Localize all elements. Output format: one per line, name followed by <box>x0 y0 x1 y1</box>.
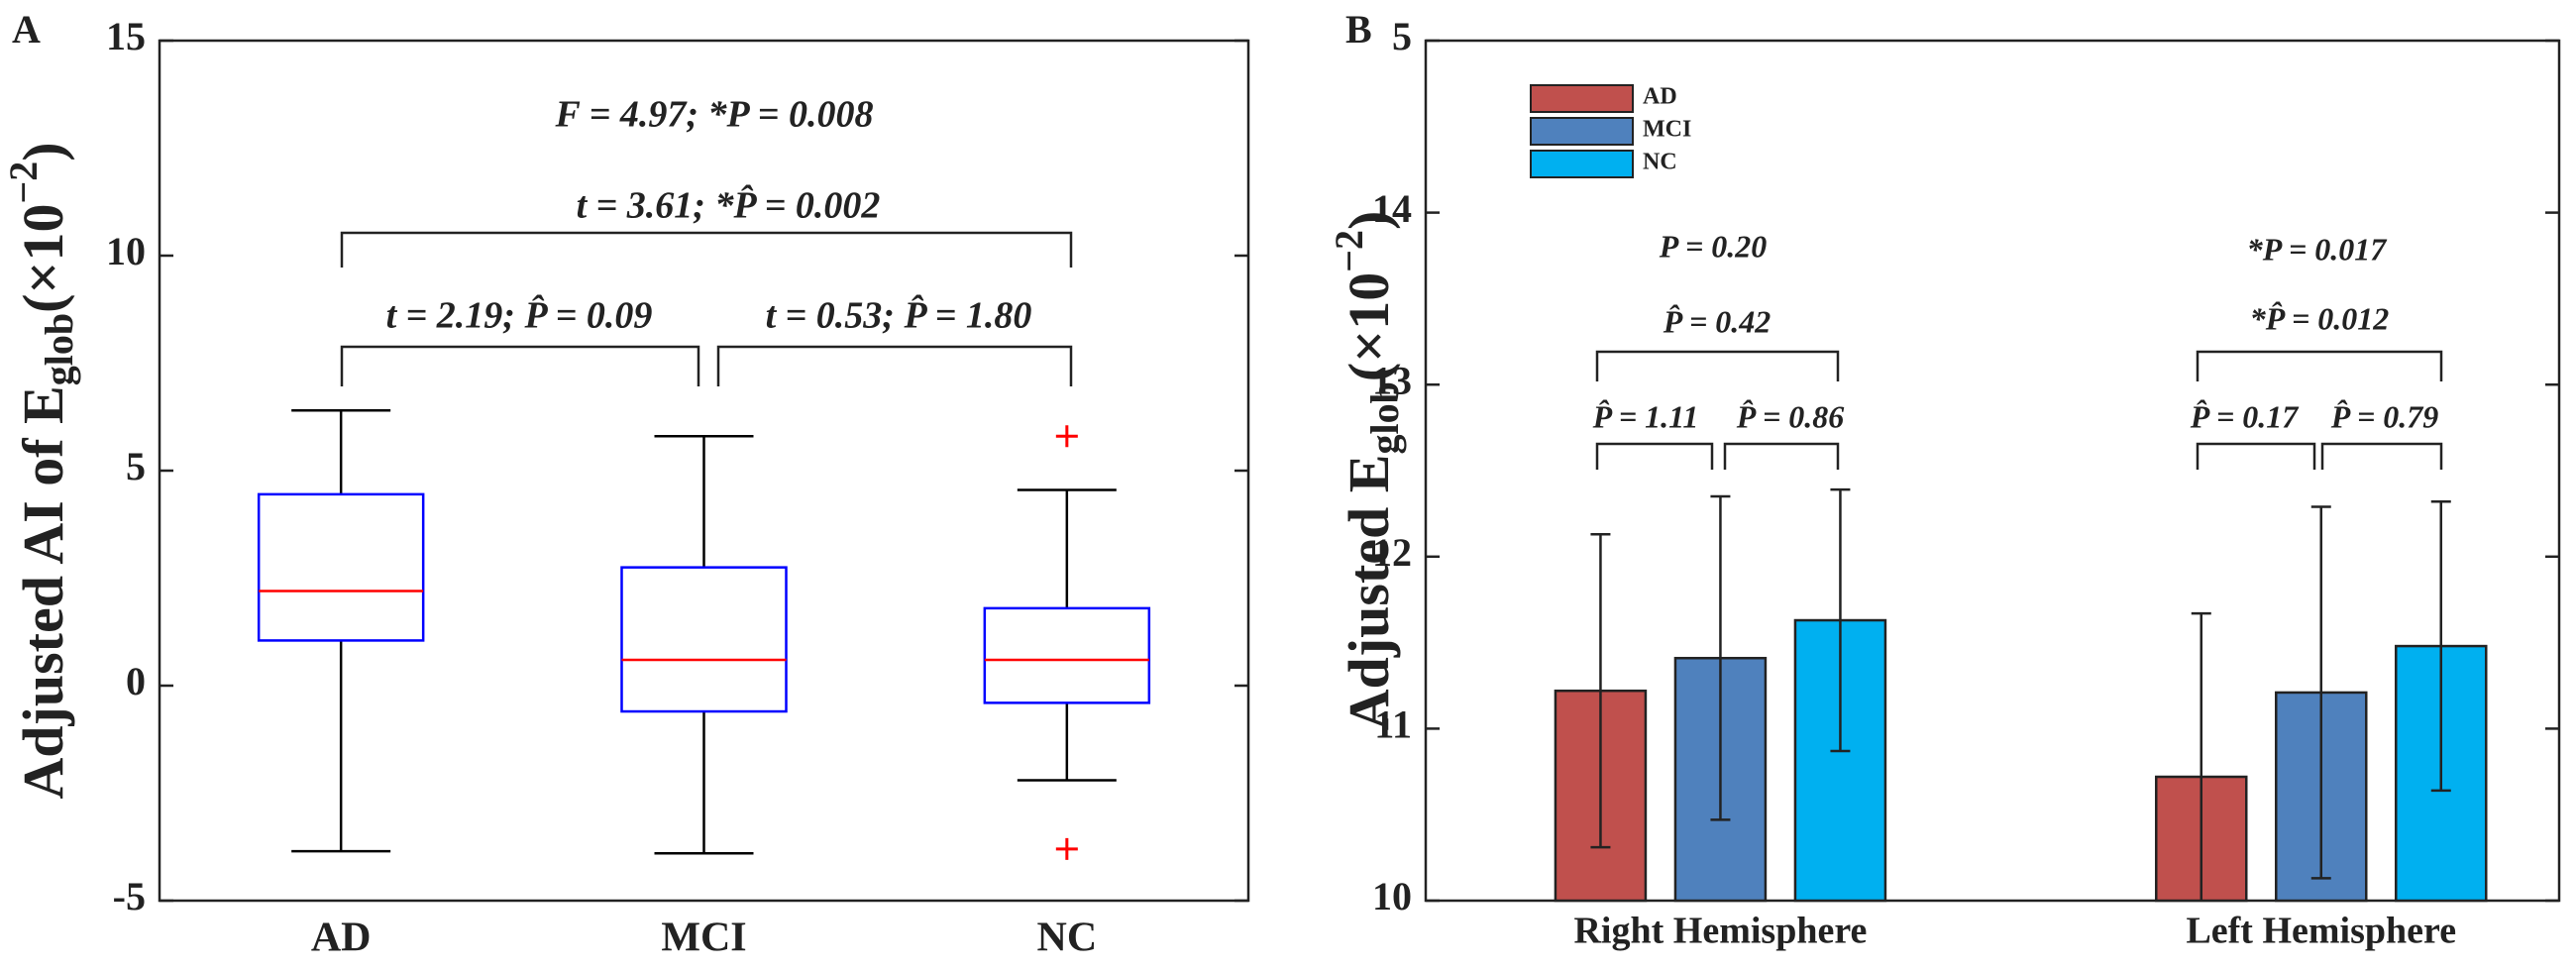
annotation: P = 0.20 <box>1659 228 1768 264</box>
box <box>620 566 788 713</box>
error-bar <box>2191 611 2211 901</box>
y-tick-label: 12 <box>1372 530 1412 575</box>
panel-label: A <box>12 7 41 52</box>
y-label-part: −2 <box>1 162 46 204</box>
y-label-part: Adjusted E <box>1337 455 1401 731</box>
x-tick-label: NC <box>1036 916 1097 961</box>
box <box>257 492 425 642</box>
y-axis-label: Adjusted AI of Eglob(×10−2) <box>1 142 81 799</box>
box <box>983 606 1151 704</box>
y-label-part: glob <box>37 313 81 385</box>
x-tick-label: AD <box>311 916 372 961</box>
y-label-part: Adjusted AI of E <box>11 385 75 799</box>
outlier <box>1055 425 1078 448</box>
x-tick-label: MCI <box>661 916 746 961</box>
y-label-part: (×10 <box>1337 272 1401 381</box>
significance-bracket <box>1595 442 1714 470</box>
y-tick-label: 10 <box>1372 874 1412 918</box>
plot-frame <box>1424 39 2561 903</box>
significance-bracket <box>716 345 1073 386</box>
y-tick-label: 14 <box>1372 186 1412 231</box>
y-tick-label: 5 <box>1392 14 1412 58</box>
annotation: *P = 0.017 <box>2247 231 2389 267</box>
y-label-part: ) <box>1337 211 1401 230</box>
panel-label: B <box>1345 7 1372 52</box>
error-bar <box>2310 505 2331 880</box>
y-tick-label: 11 <box>1374 702 1412 747</box>
significance-bracket <box>1595 350 1840 381</box>
legend-swatch <box>1530 150 1634 178</box>
significance-bracket <box>340 345 700 386</box>
error-bar <box>1830 487 1851 753</box>
significance-bracket <box>340 231 1073 268</box>
annotation: P̂ = 0.17 <box>2190 398 2301 434</box>
legend-swatch <box>1530 84 1634 113</box>
y-label-part: ) <box>11 142 75 161</box>
y-tick-label: -5 <box>113 874 146 918</box>
annotation: F = 4.97; *P = 0.008 <box>555 94 874 136</box>
annotation: P̂ = 0.86 <box>1736 398 1845 434</box>
annotation: t = 2.19; P̂ = 0.09 <box>386 294 653 336</box>
y-tick-label: 13 <box>1372 358 1412 402</box>
y-axis-label: Adjusted Eglob(×10−2) <box>1327 211 1407 731</box>
annotation: t = 3.61; *P̂ = 0.002 <box>577 184 881 226</box>
error-bar <box>2430 499 2451 793</box>
error-bar <box>1710 494 1731 821</box>
x-tick-label: Right Hemisphere <box>1573 911 1867 952</box>
significance-bracket <box>2196 442 2316 470</box>
legend-label: AD <box>1643 84 1677 110</box>
y-label-part: glob <box>1362 381 1407 454</box>
legend-label: NC <box>1643 150 1677 175</box>
significance-bracket <box>2320 442 2443 470</box>
annotation: *P̂ = 0.012 <box>2250 300 2390 336</box>
y-tick-label: 10 <box>106 229 146 273</box>
legend-swatch <box>1530 117 1634 146</box>
x-tick-label: Left Hemisphere <box>2186 911 2456 952</box>
y-tick-label: 5 <box>126 444 146 488</box>
annotation: P̂ = 0.79 <box>2330 398 2439 434</box>
error-bar <box>1590 532 1611 849</box>
y-label-part: (×10 <box>11 204 75 313</box>
legend-label: MCI <box>1643 117 1691 143</box>
y-tick-label: 0 <box>126 659 146 703</box>
y-tick-label: 15 <box>106 14 146 58</box>
annotation: P̂ = 1.11 <box>1592 398 1699 434</box>
annotation: t = 0.53; P̂ = 1.80 <box>766 294 1032 336</box>
outlier <box>1055 837 1078 860</box>
annotation: P̂ = 0.42 <box>1663 303 1771 339</box>
y-label-part: −2 <box>1327 230 1371 272</box>
significance-bracket <box>1723 442 1840 470</box>
significance-bracket <box>2196 350 2443 381</box>
